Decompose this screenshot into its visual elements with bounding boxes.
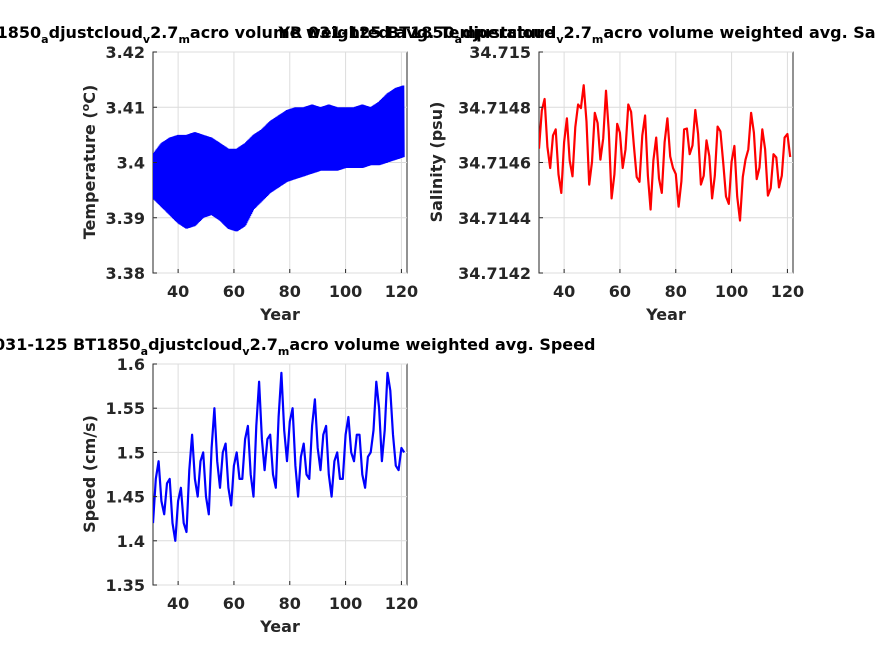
speed-ytick-label: 1.55 <box>106 399 145 418</box>
speed-xtick-label: 120 <box>385 594 418 613</box>
temperature-ytick-label: 3.39 <box>106 209 145 228</box>
salinity-ylabel: Salinity (psu) <box>427 102 446 223</box>
speed-ytick-label: 1.35 <box>106 576 145 595</box>
salinity-xtick-label: 100 <box>715 282 748 301</box>
salinity-xlabel: Year <box>645 305 686 324</box>
speed-ytick-label: 1.6 <box>117 355 145 374</box>
temperature-ylabel: Temperature (oC) <box>79 85 99 240</box>
speed-ytick-label: 1.45 <box>106 488 145 507</box>
speed-panel: 40 60 80 100 120 1.35 1.4 1.45 1.5 1.55 1.6 YR 03… <box>0 335 595 636</box>
temperature-xtick-label: 80 <box>279 282 301 301</box>
speed-ytick-label: 1.4 <box>117 532 145 551</box>
temperature-xtick-label: 60 <box>223 282 245 301</box>
speed-series-line <box>153 371 406 542</box>
speed-xtick-label: 100 <box>329 594 362 613</box>
temperature-series-line <box>153 85 405 232</box>
salinity-xtick-label: 60 <box>609 282 631 301</box>
speed-xlabel: Year <box>259 617 300 636</box>
speed-xtick-label: 80 <box>279 594 301 613</box>
temperature-xtick-label: 120 <box>385 282 418 301</box>
salinity-panel: 40 60 80 100 120 34.7142 34.7144 34.7146 34.714… <box>277 23 875 324</box>
speed-xtick-label: 60 <box>223 594 245 613</box>
salinity-xtick-label: 120 <box>771 282 804 301</box>
salinity-ytick-label: 34.7144 <box>458 209 531 228</box>
salinity-xtick-label: 40 <box>553 282 575 301</box>
speed-ytick-label: 1.5 <box>117 443 145 462</box>
speed-ylabel: Speed (cm/s) <box>80 415 99 533</box>
temperature-ytick-label: 3.42 <box>106 43 145 62</box>
temperature-title: YR 031-125 BT1850adjustcloudv2.7macro vo… <box>0 23 555 46</box>
speed-title: YR 031-125 BT1850adjustcloudv2.7macro vo… <box>0 335 595 358</box>
salinity-title: YR 031-125 BT1850adjustcloudv2.7macro vo… <box>277 23 875 46</box>
salinity-series-line <box>539 84 792 222</box>
salinity-ytick-label: 34.7142 <box>458 264 531 283</box>
temperature-ytick-label: 3.41 <box>106 98 145 117</box>
salinity-ytick-label: 34.7146 <box>458 154 531 173</box>
temperature-xtick-label: 100 <box>329 282 362 301</box>
speed-xtick-label: 40 <box>167 594 189 613</box>
salinity-ytick-label: 34.715 <box>469 43 531 62</box>
temperature-xlabel: Year <box>259 305 300 324</box>
temperature-xtick-label: 40 <box>167 282 189 301</box>
temperature-panel: 40 60 80 100 120 3.38 3.39 3.4 3.41 3.42 YR 031-… <box>0 23 555 324</box>
salinity-ytick-label: 34.7148 <box>458 98 531 117</box>
temperature-ytick-label: 3.38 <box>106 264 145 283</box>
salinity-xtick-label: 80 <box>665 282 687 301</box>
temperature-ytick-label: 3.4 <box>117 154 145 173</box>
